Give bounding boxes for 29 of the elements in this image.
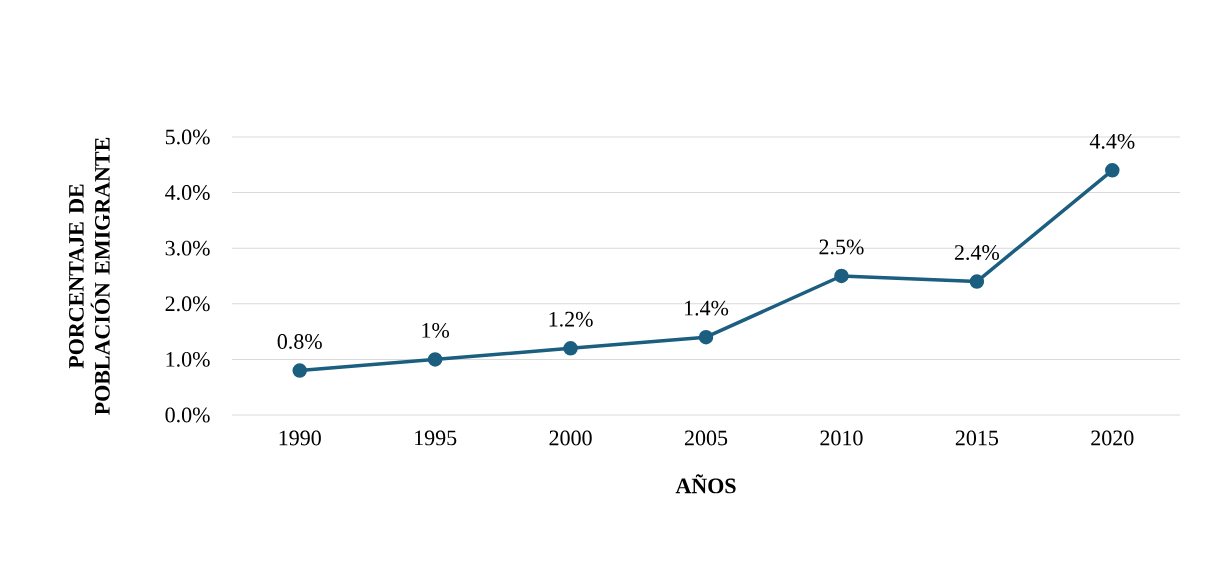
x-tick-label: 2010 <box>820 430 863 446</box>
y-tick-label: 5.0% <box>165 129 210 145</box>
data-label: 1.4% <box>685 300 729 316</box>
data-label: 0.8% <box>277 334 322 349</box>
point <box>969 274 985 289</box>
data-label: 1.2% <box>549 311 593 327</box>
x-tick-label: 2020 <box>1091 430 1134 446</box>
y-tick-label: 0.0% <box>165 407 210 423</box>
point <box>698 329 714 345</box>
point <box>1105 163 1120 178</box>
point <box>427 352 443 367</box>
x-tick-label: 2015 <box>955 430 999 446</box>
data-label: 2.4% <box>954 245 1000 261</box>
y-tick-label: 1.0% <box>166 351 210 367</box>
data-label: 1% <box>422 322 450 338</box>
point <box>292 363 307 378</box>
x-tick-label: 2005 <box>684 430 728 446</box>
data-label: 4.4% <box>1089 133 1135 149</box>
point <box>834 268 849 284</box>
x-tick-label: 1995 <box>415 430 457 446</box>
x-tick-label: 2000 <box>549 430 592 446</box>
y-tick-label: 2.0% <box>165 296 210 312</box>
data-label: 2.5% <box>819 239 864 255</box>
x-tick-label: 1990 <box>279 430 321 446</box>
y-axis-title: PORCENTAJE DE POBLACIÓN EMIGRANTE <box>68 137 110 415</box>
point <box>563 341 578 356</box>
x-axis-title: AÑOS <box>675 474 736 494</box>
y-tick-label: 3.0% <box>165 240 210 256</box>
y-tick-label: 4.0% <box>165 185 210 201</box>
